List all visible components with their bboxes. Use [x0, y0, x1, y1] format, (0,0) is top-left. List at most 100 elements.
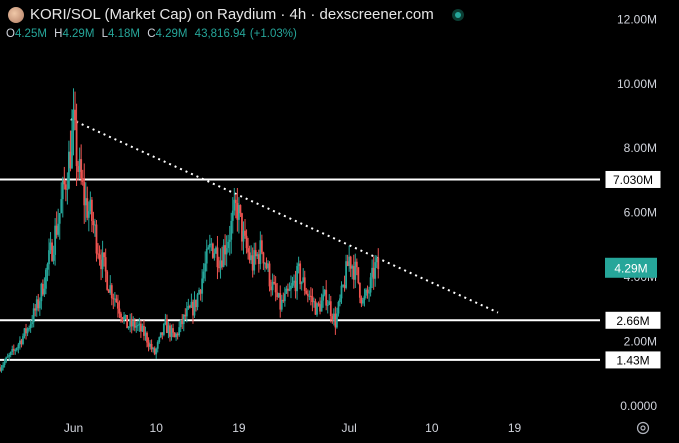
gear-icon[interactable]	[635, 420, 651, 436]
candle-body	[14, 350, 17, 352]
candle-body	[207, 247, 210, 249]
candle-body	[3, 361, 6, 366]
candle-body	[224, 245, 227, 255]
candle-body	[45, 269, 47, 289]
candle-body	[199, 289, 202, 294]
candle-body	[66, 188, 69, 190]
candle-body	[176, 333, 179, 336]
candle-body	[244, 230, 246, 236]
candle-body	[362, 300, 364, 304]
candle-body	[369, 277, 372, 293]
last-price-label: 4.29M	[614, 261, 647, 275]
candle-body	[193, 299, 196, 316]
candle-body	[192, 301, 194, 316]
candle-body	[124, 315, 127, 317]
candle-body	[178, 327, 181, 336]
candle-body	[331, 316, 334, 321]
candle-body	[104, 257, 107, 272]
candle-body	[309, 295, 312, 297]
candle-body	[264, 263, 266, 265]
candle-body	[83, 181, 86, 206]
candle-body	[107, 289, 110, 293]
level-label: 7.030M	[613, 173, 653, 187]
candle-body	[20, 340, 23, 345]
candle-body	[74, 109, 76, 121]
candle-body	[265, 263, 268, 269]
candle-body	[143, 325, 145, 336]
candle-body	[60, 199, 63, 214]
candle-body	[211, 243, 214, 258]
candle-body	[48, 250, 50, 265]
candle-body	[181, 319, 184, 325]
candle-body	[316, 303, 318, 315]
x-tick-label: Jun	[64, 421, 83, 435]
candle-body	[121, 317, 124, 321]
ohlc-legend: O4.25M H4.29M L4.18M C4.29M 43,816.94 (+1…	[6, 28, 301, 40]
candle-body	[94, 224, 96, 226]
low-value: 4.18M	[108, 28, 140, 40]
last-price-box	[605, 257, 657, 278]
candle-body	[84, 198, 87, 206]
candle-body	[69, 151, 72, 169]
candle-body	[352, 266, 355, 280]
volume-value: 43,816.94	[194, 28, 246, 40]
candle-body	[97, 253, 99, 255]
candle-body	[11, 348, 14, 352]
candle-body	[184, 314, 187, 317]
candle-body	[270, 286, 272, 291]
candle-body	[290, 285, 292, 290]
candle-body	[55, 225, 58, 235]
candle-body	[287, 288, 289, 291]
candle-body	[274, 283, 277, 293]
candle-body	[323, 289, 326, 295]
open-key: O	[6, 28, 15, 40]
candle-body	[71, 130, 73, 169]
candle-body	[302, 277, 305, 282]
candle-body	[242, 230, 245, 242]
candle-body	[120, 313, 122, 318]
candle-body	[357, 267, 360, 283]
candle-body	[136, 325, 139, 327]
candle-body	[311, 296, 314, 302]
candle-body	[86, 198, 89, 218]
candle-body	[374, 262, 377, 279]
candle-body	[170, 328, 173, 337]
candle-body	[334, 313, 337, 328]
candle-body	[322, 294, 325, 301]
candle-body	[139, 323, 142, 332]
candle-body	[146, 332, 148, 343]
candle-body	[89, 199, 92, 212]
candle-body	[109, 285, 112, 293]
close-key: C	[147, 28, 156, 40]
candle-body	[253, 250, 256, 271]
candle-body	[152, 348, 155, 350]
candle-body	[129, 319, 132, 327]
candle-body	[293, 280, 295, 283]
candle-body	[38, 301, 41, 309]
candle-body	[225, 248, 228, 255]
candle-body	[17, 344, 20, 349]
candle-body	[363, 295, 366, 301]
candle-body	[303, 277, 306, 291]
candle-body	[166, 318, 168, 334]
candle-body	[126, 315, 129, 329]
candle-body	[135, 325, 138, 328]
candle-body	[282, 299, 285, 302]
candle-body	[216, 247, 219, 268]
candle-body	[63, 180, 66, 185]
candle-body	[256, 254, 259, 257]
candle-body	[218, 267, 220, 269]
candle-body	[29, 324, 32, 329]
candle-body	[188, 306, 191, 308]
candle-body	[294, 280, 297, 292]
candle-body	[54, 225, 57, 255]
candle-body	[273, 281, 276, 284]
candle-body	[133, 321, 136, 328]
candle-body	[158, 337, 161, 343]
time-axis[interactable]: Jun 10 19 Jul 10 19	[64, 421, 522, 435]
candle-body	[231, 210, 234, 221]
candle-body	[40, 283, 43, 302]
candle-body	[35, 299, 38, 311]
